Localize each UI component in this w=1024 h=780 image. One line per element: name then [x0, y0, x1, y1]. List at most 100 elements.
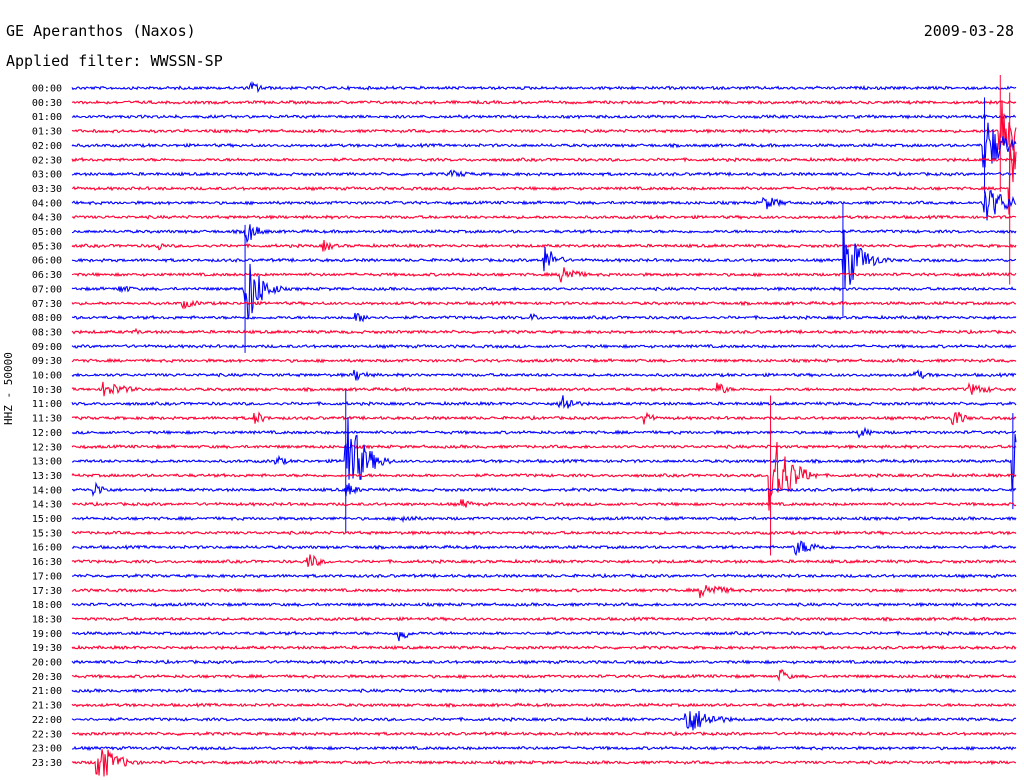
time-label-0830: 08:30 — [32, 327, 62, 338]
trace-row-0800 — [71, 312, 1017, 323]
trace-row-1930 — [71, 644, 1017, 651]
trace-row-0230 — [71, 156, 1017, 163]
trace-row-1600 — [71, 540, 1017, 557]
trace-row-1500 — [71, 515, 1017, 524]
time-label-2130: 21:30 — [32, 701, 62, 712]
trace-row-1630 — [71, 554, 1017, 567]
time-label-0300: 03:00 — [32, 170, 62, 181]
trace-row-1730 — [71, 585, 1017, 599]
time-label-1400: 14:00 — [32, 485, 62, 496]
time-label-1500: 15:00 — [32, 514, 62, 525]
trace-row-1130 — [71, 411, 1017, 426]
time-label-0500: 05:00 — [32, 227, 62, 238]
trace-row-0200 — [71, 122, 1017, 168]
trace-row-1300 — [72, 417, 1017, 489]
time-label-1700: 17:00 — [32, 571, 62, 582]
time-label-1930: 19:30 — [32, 643, 62, 654]
time-label-1900: 19:00 — [32, 629, 62, 640]
time-label-1600: 16:00 — [32, 543, 62, 554]
time-label-1030: 10:30 — [32, 385, 62, 396]
time-label-group: 00:00 00:30 01:00 01:30 02:00 02:30 03:00 03:30… — [32, 84, 62, 769]
trace-group — [71, 75, 1017, 777]
time-label-0100: 01:00 — [32, 112, 62, 123]
trace-row-0000 — [71, 81, 1017, 94]
time-label-2100: 21:00 — [32, 686, 62, 697]
trace-row-1000 — [71, 369, 1017, 382]
time-label-1300: 13:00 — [32, 457, 62, 468]
trace-row-1430 — [71, 499, 1017, 508]
time-label-2030: 20:30 — [32, 672, 62, 683]
applied-filter: Applied filter: WWSSN-SP — [6, 52, 223, 70]
time-label-0330: 03:30 — [32, 184, 62, 195]
time-label-1530: 15:30 — [32, 528, 62, 539]
trace-row-0030 — [71, 99, 1017, 106]
record-date: 2009-03-28 — [923, 22, 1014, 40]
time-label-0130: 01:30 — [32, 127, 62, 138]
time-label-1830: 18:30 — [32, 614, 62, 625]
trace-row-0530 — [71, 239, 1017, 252]
time-label-2300: 23:00 — [32, 744, 62, 755]
time-label-1330: 13:30 — [32, 471, 62, 482]
trace-row-1700 — [71, 572, 1017, 579]
time-label-0800: 08:00 — [32, 313, 62, 324]
time-label-0200: 02:00 — [32, 141, 62, 152]
trace-row-0400 — [71, 189, 1017, 221]
station-title: GE Aperanthos (Naxos) — [6, 22, 196, 40]
time-label-0600: 06:00 — [32, 256, 62, 267]
trace-row-1530 — [71, 529, 1017, 536]
trace-row-2000 — [71, 658, 1017, 665]
trace-row-1330 — [71, 441, 1017, 511]
trace-row-0730 — [71, 299, 1017, 310]
trace-row-0130 — [71, 100, 1017, 151]
trace-row-0430 — [71, 214, 1017, 221]
trace-row-2300 — [71, 745, 1017, 752]
trace-row-2230 — [71, 730, 1017, 737]
time-label-0400: 04:00 — [32, 198, 62, 209]
time-label-0730: 07:30 — [32, 299, 62, 310]
time-label-1800: 18:00 — [32, 600, 62, 611]
time-label-0030: 00:30 — [32, 98, 62, 109]
time-label-0430: 04:30 — [32, 213, 62, 224]
trace-row-1100 — [71, 395, 1017, 409]
time-label-1130: 11:30 — [32, 414, 62, 425]
time-label-0530: 05:30 — [32, 241, 62, 252]
trace-row-2100 — [71, 687, 1017, 694]
time-label-2200: 22:00 — [32, 715, 62, 726]
trace-row-0830 — [71, 327, 1017, 336]
time-label-0900: 09:00 — [32, 342, 62, 353]
time-label-0930: 09:30 — [32, 356, 62, 367]
trace-row-1830 — [71, 616, 1017, 623]
trace-row-0630 — [71, 267, 1017, 283]
trace-row-0900 — [71, 343, 1017, 350]
trace-row-0600 — [71, 229, 1017, 289]
trace-row-1200 — [71, 426, 1017, 439]
time-label-0000: 00:00 — [32, 84, 62, 95]
trace-row-1400 — [71, 481, 1017, 498]
trace-row-0930 — [71, 357, 1017, 364]
time-label-1100: 11:00 — [32, 399, 62, 410]
time-label-1430: 14:30 — [32, 500, 62, 511]
trace-row-2030 — [71, 668, 1017, 683]
trace-row-1230 — [71, 443, 1017, 450]
time-label-2000: 20:00 — [32, 658, 62, 669]
trace-row-1900 — [71, 630, 1017, 642]
time-label-2230: 22:30 — [32, 729, 62, 740]
time-label-0700: 07:00 — [32, 284, 62, 295]
time-label-1730: 17:30 — [32, 586, 62, 597]
time-label-1630: 16:30 — [32, 557, 62, 568]
time-label-1000: 10:00 — [32, 371, 62, 382]
time-label-0230: 02:30 — [32, 155, 62, 166]
time-label-0630: 06:30 — [32, 270, 62, 281]
trace-row-0100 — [71, 113, 1017, 121]
time-label-2330: 23:30 — [32, 758, 62, 769]
time-label-1200: 12:00 — [32, 428, 62, 439]
trace-row-0700 — [71, 263, 1017, 320]
trace-row-0330 — [71, 143, 1017, 215]
trace-row-1030 — [71, 381, 1017, 397]
trace-row-2200 — [71, 710, 1017, 731]
trace-row-1800 — [71, 601, 1017, 608]
trace-row-0300 — [71, 169, 1017, 178]
trace-row-2330 — [71, 749, 1016, 777]
trace-row-0500 — [71, 224, 1017, 244]
